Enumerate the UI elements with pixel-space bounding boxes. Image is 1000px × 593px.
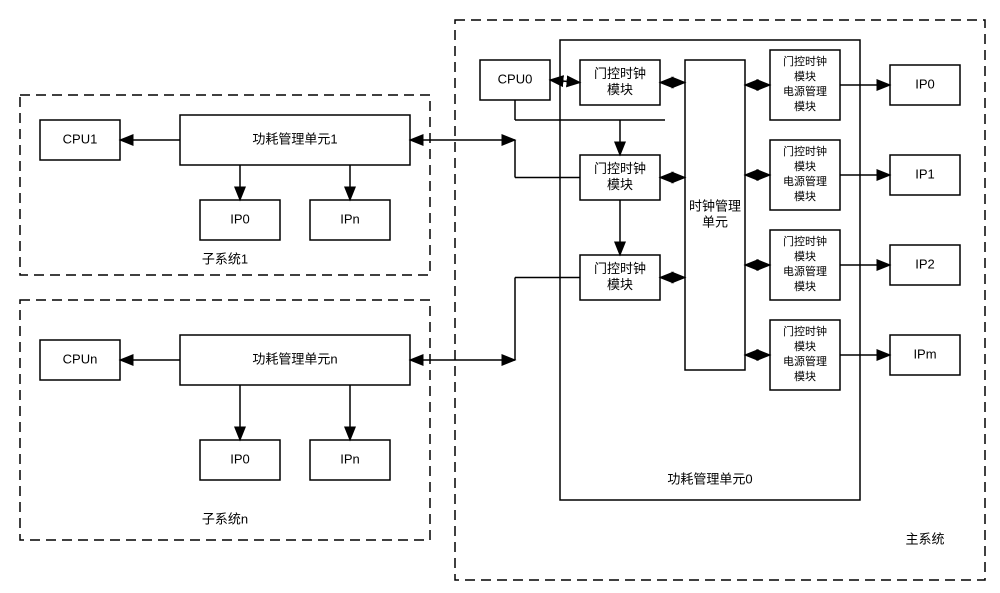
pm-mod-m-l1: 门控时钟 <box>783 324 827 338</box>
subsystem1-ipn-label: IPn <box>340 211 360 226</box>
main-system-title: 主系统 <box>905 531 944 546</box>
gated-clk-2-l2: 模块 <box>607 177 633 192</box>
clock-mgr-l1: 时钟管理 <box>689 198 741 213</box>
subsystem1-ip0-label: IP0 <box>230 211 250 226</box>
main-ip2-label: IP2 <box>915 256 935 271</box>
subsystemn-ip0-label: IP0 <box>230 451 250 466</box>
pm-mod-0-l3: 电源管理 <box>783 84 827 98</box>
pmu0-label: 功耗管理单元0 <box>667 471 752 486</box>
subsystem1-pmu-label: 功耗管理单元1 <box>252 131 337 146</box>
main-ip0-label: IP0 <box>915 76 935 91</box>
main-cpu0-label: CPU0 <box>498 71 533 86</box>
main-ipm-label: IPm <box>913 346 936 361</box>
gated-clk-3-l2: 模块 <box>607 277 633 292</box>
pm-mod-m-l3: 电源管理 <box>783 354 827 368</box>
pm-mod-2-l1: 门控时钟 <box>783 234 827 248</box>
pm-mod-1-l4: 模块 <box>794 190 816 203</box>
pm-mod-1-l1: 门控时钟 <box>783 144 827 158</box>
main-ip1-label: IP1 <box>915 166 935 181</box>
gated-clk-1-l2: 模块 <box>607 82 633 97</box>
pm-mod-0-l1: 门控时钟 <box>783 54 827 68</box>
gated-clk-2-l1: 门控时钟 <box>594 161 646 176</box>
subsystemn-title: 子系统n <box>202 511 248 526</box>
pm-mod-0-l2: 模块 <box>794 70 816 83</box>
pm-mod-2-l4: 模块 <box>794 280 816 293</box>
subsystemn-pmu-label: 功耗管理单元n <box>252 351 337 366</box>
pm-mod-1-l2: 模块 <box>794 160 816 173</box>
pm-mod-1-l3: 电源管理 <box>783 174 827 188</box>
pm-mod-m-l2: 模块 <box>794 340 816 353</box>
pm-mod-2-l3: 电源管理 <box>783 264 827 278</box>
gated-clk-1-l1: 门控时钟 <box>594 66 646 81</box>
clock-mgr-l2: 单元 <box>702 214 728 229</box>
pm-mod-0-l4: 模块 <box>794 100 816 113</box>
gated-clk-3-l1: 门控时钟 <box>594 261 646 276</box>
pm-mod-2-l2: 模块 <box>794 250 816 263</box>
subsystem1-title: 子系统1 <box>202 251 248 266</box>
subsystemn-cpu-label: CPUn <box>63 351 98 366</box>
pm-mod-m-l4: 模块 <box>794 370 816 383</box>
subsystemn-ipn-label: IPn <box>340 451 360 466</box>
subsystem1-cpu-label: CPU1 <box>63 131 98 146</box>
